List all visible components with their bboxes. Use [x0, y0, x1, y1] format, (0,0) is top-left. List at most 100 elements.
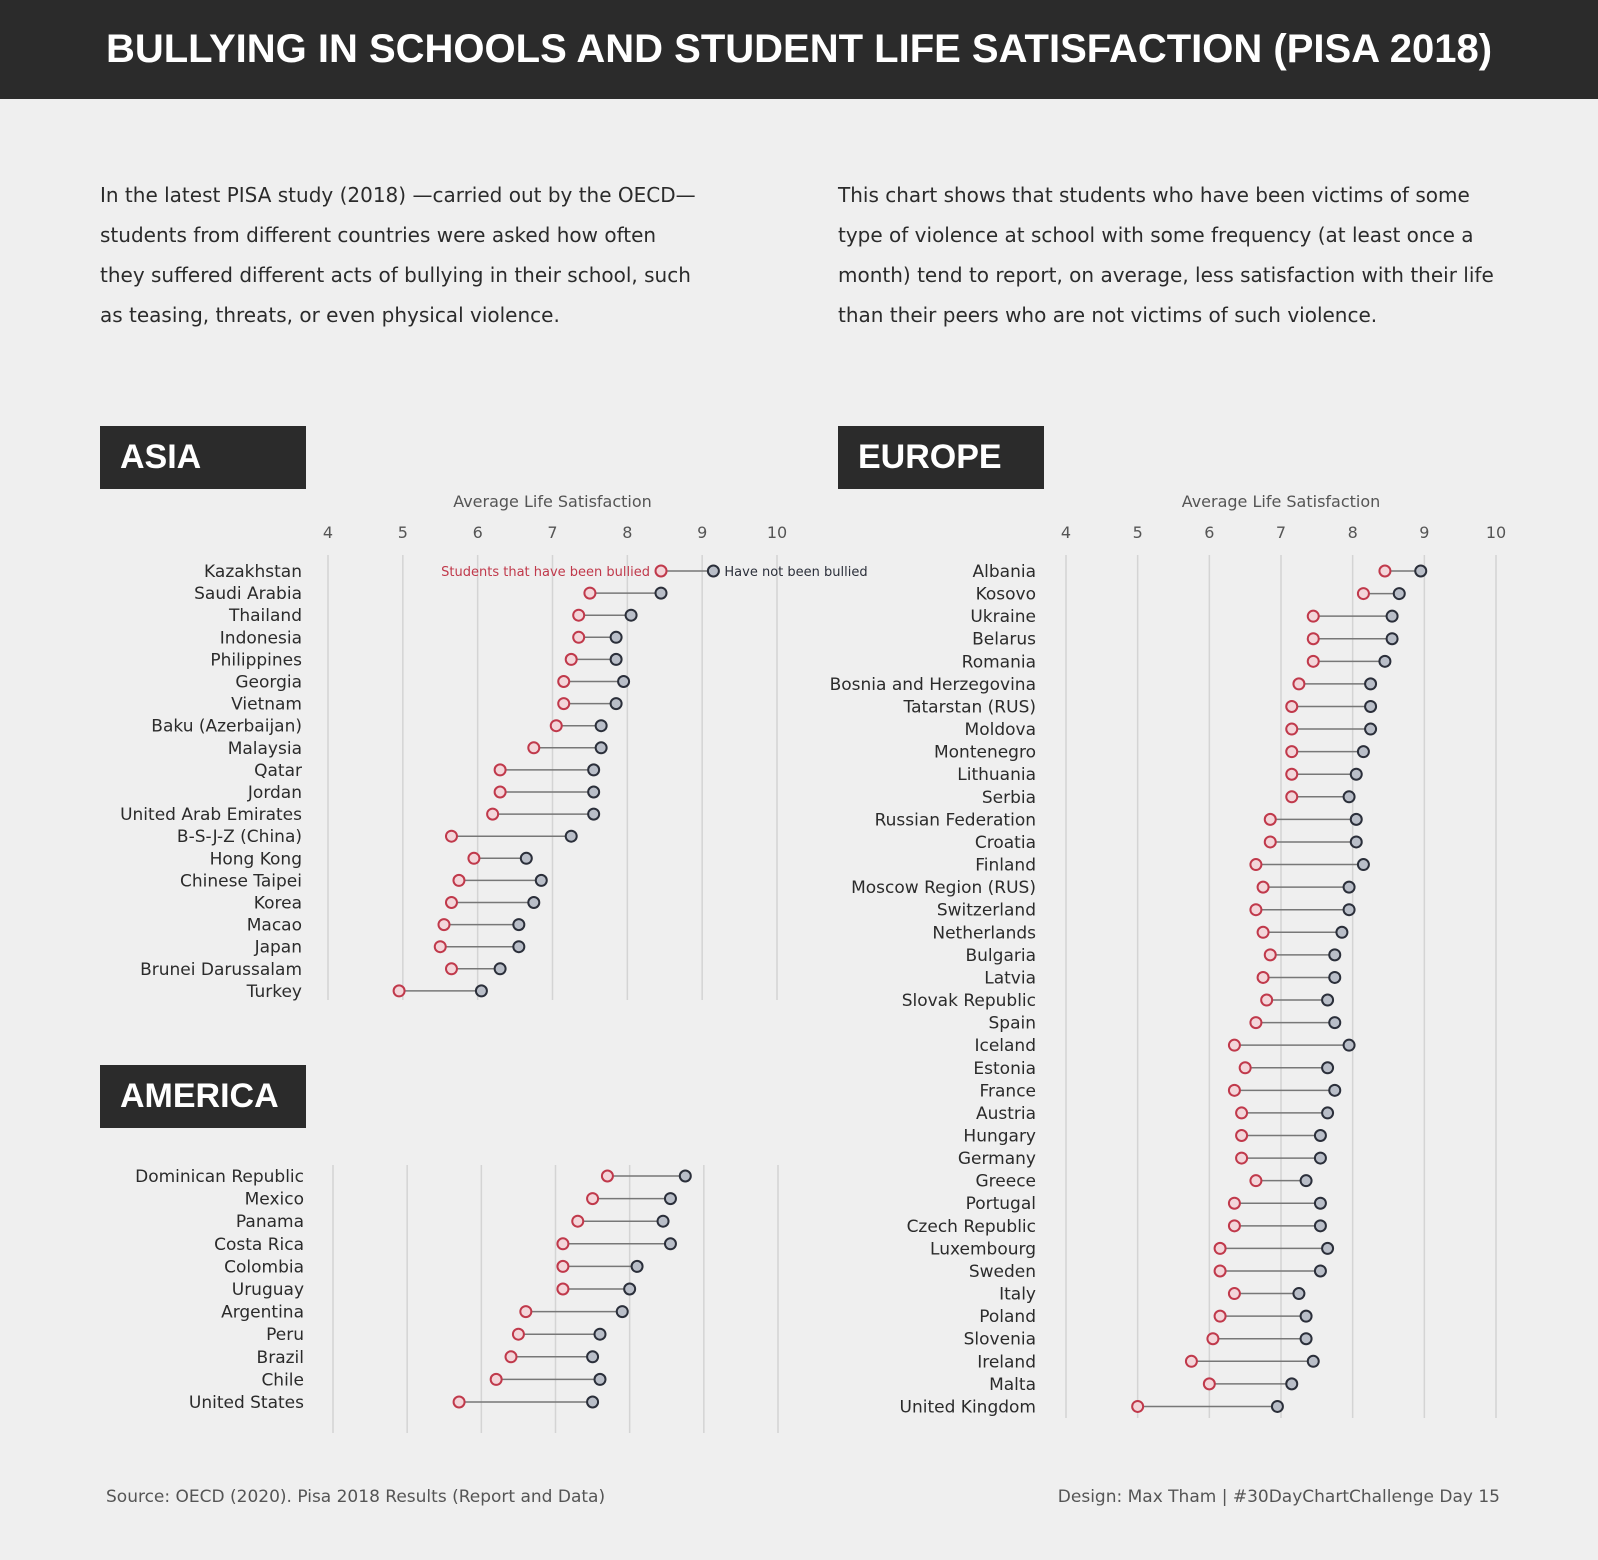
asia-bullied-point	[572, 608, 586, 622]
europe-not-bullied-point	[1313, 1264, 1327, 1278]
europe-not-bullied-point	[1356, 745, 1370, 759]
asia-bullied-point	[564, 652, 578, 666]
america-not-bullied-point	[623, 1282, 637, 1296]
europe-bullied-point	[1292, 677, 1306, 691]
america-bullied-point	[489, 1372, 503, 1386]
europe-not-bullied-point	[1364, 699, 1378, 713]
asia-not-bullied-point	[564, 829, 578, 843]
asia-bullied-point	[654, 564, 668, 578]
asia-not-bullied-point	[706, 564, 720, 578]
america-not-bullied-point	[593, 1327, 607, 1341]
asia-bullied-point	[486, 807, 500, 821]
asia-country-label: Saudi Arabia	[194, 584, 302, 604]
europe-country-label: Moldova	[965, 720, 1036, 740]
europe-country-label: Kosovo	[976, 585, 1036, 605]
asia-not-bullied-point	[519, 851, 533, 865]
europe-bullied-point	[1184, 1354, 1198, 1368]
europe-not-bullied-point	[1349, 767, 1363, 781]
europe-bullied-point	[1256, 970, 1270, 984]
asia-not-bullied-point	[594, 719, 608, 733]
legend-bullied-label: Students that have been bullied	[441, 565, 650, 580]
america-not-bullied-point	[663, 1237, 677, 1251]
america-not-bullied-point	[586, 1350, 600, 1364]
europe-country-label: Iceland	[974, 1036, 1036, 1056]
asia-not-bullied-point	[587, 763, 601, 777]
europe-country-label: Hungary	[963, 1127, 1036, 1147]
america-not-bullied-point	[593, 1372, 607, 1386]
asia-bullied-point	[557, 675, 571, 688]
europe-not-bullied-point	[1306, 1354, 1320, 1368]
america-not-bullied-point	[586, 1395, 600, 1409]
europe-country-label: Croatia	[975, 833, 1036, 853]
asia-not-bullied-point	[609, 630, 623, 644]
europe-not-bullied-point	[1356, 858, 1370, 872]
asia-country-label: Korea	[254, 894, 302, 914]
europe-bullied-point	[1238, 1061, 1252, 1075]
europe-country-label: Germany	[958, 1149, 1036, 1169]
america-not-bullied-point	[630, 1259, 644, 1273]
asia-not-bullied-point	[594, 741, 608, 755]
europe-bullied-point	[1263, 835, 1277, 849]
asia-not-bullied-point	[587, 785, 601, 799]
asia-country-label: Macao	[247, 916, 302, 936]
asia-country-label: United Arab Emirates	[120, 805, 302, 825]
europe-country-label: Malta	[989, 1375, 1036, 1395]
america-country-label: United States	[189, 1393, 304, 1413]
europe-not-bullied-point	[1342, 1038, 1356, 1052]
europe-country-label: Greece	[975, 1172, 1036, 1192]
europe-bullied-point	[1306, 632, 1320, 646]
america-country-label: Colombia	[224, 1257, 304, 1277]
europe-country-label: Montenegro	[934, 743, 1036, 763]
europe-bullied-point	[1227, 1196, 1241, 1210]
america-not-bullied-point	[656, 1214, 670, 1228]
europe-not-bullied-point	[1313, 1129, 1327, 1142]
asia-bullied-point	[433, 940, 447, 954]
europe-country-label: Luxembourg	[930, 1239, 1036, 1259]
europe-country-label: Switzerland	[937, 901, 1036, 921]
america-country-label: Dominican Republic	[135, 1167, 304, 1187]
europe-not-bullied-point	[1321, 993, 1335, 1007]
intro-right-text: This chart shows that students who have …	[838, 183, 1494, 327]
asia-country-label: Japan	[254, 938, 302, 958]
europe-not-bullied-point	[1364, 722, 1378, 736]
europe-country-label: Albania	[973, 562, 1036, 582]
europe-country-label: France	[979, 1081, 1036, 1101]
asia-country-label: Indonesia	[220, 628, 302, 648]
europe-bullied-point	[1285, 767, 1299, 781]
europe-bullied-point	[1213, 1241, 1227, 1255]
europe-not-bullied-point	[1321, 1061, 1335, 1075]
europe-not-bullied-point	[1349, 835, 1363, 849]
europe-country-label: Slovenia	[964, 1330, 1036, 1350]
asia-tick-label: 8	[622, 523, 632, 542]
europe-bullied-point	[1263, 948, 1277, 962]
america-country-label: Mexico	[245, 1190, 304, 1210]
europe-country-label: Poland	[979, 1307, 1036, 1327]
europe-country-label: Slovak Republic	[902, 991, 1036, 1011]
europe-not-bullied-point	[1299, 1174, 1313, 1188]
europe-bullied-point	[1235, 1151, 1249, 1165]
header-bar: BULLYING IN SCHOOLS AND STUDENT LIFE SAT…	[0, 0, 1598, 99]
region-title-europe: EUROPE	[838, 426, 1044, 489]
asia-not-bullied-point	[534, 873, 548, 887]
europe-bullied-point	[1256, 880, 1270, 894]
europe-bullied-point	[1306, 654, 1320, 668]
asia-country-label: Kazakhstan	[204, 562, 302, 582]
europe-bullied-point	[1249, 903, 1263, 917]
europe-country-label: Spain	[989, 1014, 1037, 1034]
asia-country-label: Georgia	[235, 673, 302, 693]
asia-country-label: Chinese Taipei	[180, 871, 302, 891]
europe-not-bullied-point	[1385, 632, 1399, 646]
europe-bullied-point	[1263, 812, 1277, 826]
europe-country-label: Czech Republic	[907, 1217, 1036, 1237]
asia-tick-label: 4	[323, 523, 333, 542]
asia-country-label: Philippines	[210, 650, 302, 670]
europe-bullied-point	[1227, 1083, 1241, 1097]
europe-tick-label: 4	[1061, 523, 1071, 542]
asia-tick-label: 5	[398, 523, 408, 542]
america-country-label: Chile	[261, 1370, 304, 1390]
europe-bullied-point	[1213, 1264, 1227, 1278]
europe-bullied-point	[1235, 1106, 1249, 1120]
europe-not-bullied-point	[1414, 564, 1428, 578]
europe-bullied-point	[1285, 790, 1299, 804]
